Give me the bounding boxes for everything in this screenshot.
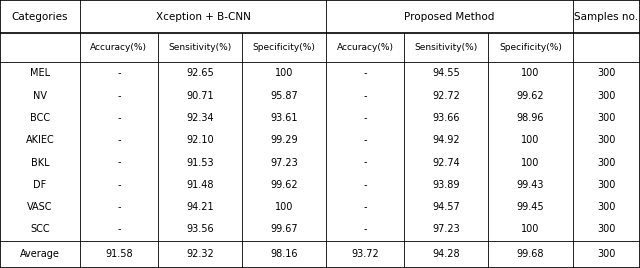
Text: Specificity(%): Specificity(%) — [253, 43, 316, 52]
Text: Samples no.: Samples no. — [574, 12, 638, 22]
Text: Proposed Method: Proposed Method — [404, 12, 495, 22]
Text: -: - — [117, 224, 121, 234]
Text: 94.28: 94.28 — [432, 249, 460, 259]
Text: 93.72: 93.72 — [351, 249, 379, 259]
Text: 91.53: 91.53 — [186, 158, 214, 168]
Text: BKL: BKL — [31, 158, 49, 168]
Text: Specificity(%): Specificity(%) — [499, 43, 562, 52]
Text: -: - — [117, 180, 121, 190]
Text: Sensitivity(%): Sensitivity(%) — [415, 43, 477, 52]
Text: 99.67: 99.67 — [270, 224, 298, 234]
Text: 300: 300 — [597, 91, 616, 101]
Text: 98.96: 98.96 — [516, 113, 544, 123]
Text: 300: 300 — [597, 180, 616, 190]
Text: -: - — [364, 158, 367, 168]
Text: 99.68: 99.68 — [516, 249, 544, 259]
Text: -: - — [364, 113, 367, 123]
Text: Sensitivity(%): Sensitivity(%) — [168, 43, 232, 52]
Text: 300: 300 — [597, 68, 616, 78]
Text: 97.23: 97.23 — [270, 158, 298, 168]
Text: Accuracy(%): Accuracy(%) — [90, 43, 147, 52]
Text: Average: Average — [20, 249, 60, 259]
Text: 94.92: 94.92 — [432, 135, 460, 145]
Text: -: - — [117, 158, 121, 168]
Text: 92.65: 92.65 — [186, 68, 214, 78]
Text: -: - — [364, 135, 367, 145]
Text: 91.58: 91.58 — [105, 249, 132, 259]
Text: 91.48: 91.48 — [186, 180, 214, 190]
Text: 300: 300 — [597, 202, 616, 212]
Text: 99.43: 99.43 — [516, 180, 544, 190]
Text: 95.87: 95.87 — [270, 91, 298, 101]
Text: AKIEC: AKIEC — [26, 135, 54, 145]
Text: -: - — [364, 180, 367, 190]
Text: 93.89: 93.89 — [432, 180, 460, 190]
Text: 92.10: 92.10 — [186, 135, 214, 145]
Text: -: - — [117, 113, 121, 123]
Text: 300: 300 — [597, 249, 616, 259]
Text: 100: 100 — [521, 135, 540, 145]
Text: 100: 100 — [521, 224, 540, 234]
Text: DF: DF — [33, 180, 47, 190]
Text: 300: 300 — [597, 135, 616, 145]
Text: 100: 100 — [275, 202, 293, 212]
Text: 94.21: 94.21 — [186, 202, 214, 212]
Text: 300: 300 — [597, 158, 616, 168]
Text: 99.29: 99.29 — [270, 135, 298, 145]
Text: Xception + B-CNN: Xception + B-CNN — [156, 12, 251, 22]
Text: 97.23: 97.23 — [432, 224, 460, 234]
Text: 100: 100 — [521, 158, 540, 168]
Text: -: - — [117, 68, 121, 78]
Text: 94.55: 94.55 — [432, 68, 460, 78]
Text: -: - — [364, 68, 367, 78]
Text: -: - — [364, 91, 367, 101]
Text: 100: 100 — [275, 68, 293, 78]
Text: -: - — [364, 224, 367, 234]
Text: 99.45: 99.45 — [516, 202, 544, 212]
Text: -: - — [117, 202, 121, 212]
Text: SCC: SCC — [30, 224, 50, 234]
Text: 93.56: 93.56 — [186, 224, 214, 234]
Text: 92.32: 92.32 — [186, 249, 214, 259]
Text: 300: 300 — [597, 224, 616, 234]
Text: 90.71: 90.71 — [186, 91, 214, 101]
Text: 98.16: 98.16 — [271, 249, 298, 259]
Text: 100: 100 — [521, 68, 540, 78]
Text: 94.57: 94.57 — [432, 202, 460, 212]
Text: -: - — [364, 202, 367, 212]
Text: 92.74: 92.74 — [432, 158, 460, 168]
Text: 92.72: 92.72 — [432, 91, 460, 101]
Text: Categories: Categories — [12, 12, 68, 22]
Text: MEL: MEL — [30, 68, 50, 78]
Text: 300: 300 — [597, 113, 616, 123]
Text: 92.34: 92.34 — [186, 113, 214, 123]
Text: NV: NV — [33, 91, 47, 101]
Text: BCC: BCC — [30, 113, 50, 123]
Text: -: - — [117, 91, 121, 101]
Text: 99.62: 99.62 — [270, 180, 298, 190]
Text: 99.62: 99.62 — [516, 91, 544, 101]
Text: 93.66: 93.66 — [432, 113, 460, 123]
Text: VASC: VASC — [28, 202, 53, 212]
Text: 93.61: 93.61 — [271, 113, 298, 123]
Text: -: - — [117, 135, 121, 145]
Text: Accuracy(%): Accuracy(%) — [337, 43, 394, 52]
